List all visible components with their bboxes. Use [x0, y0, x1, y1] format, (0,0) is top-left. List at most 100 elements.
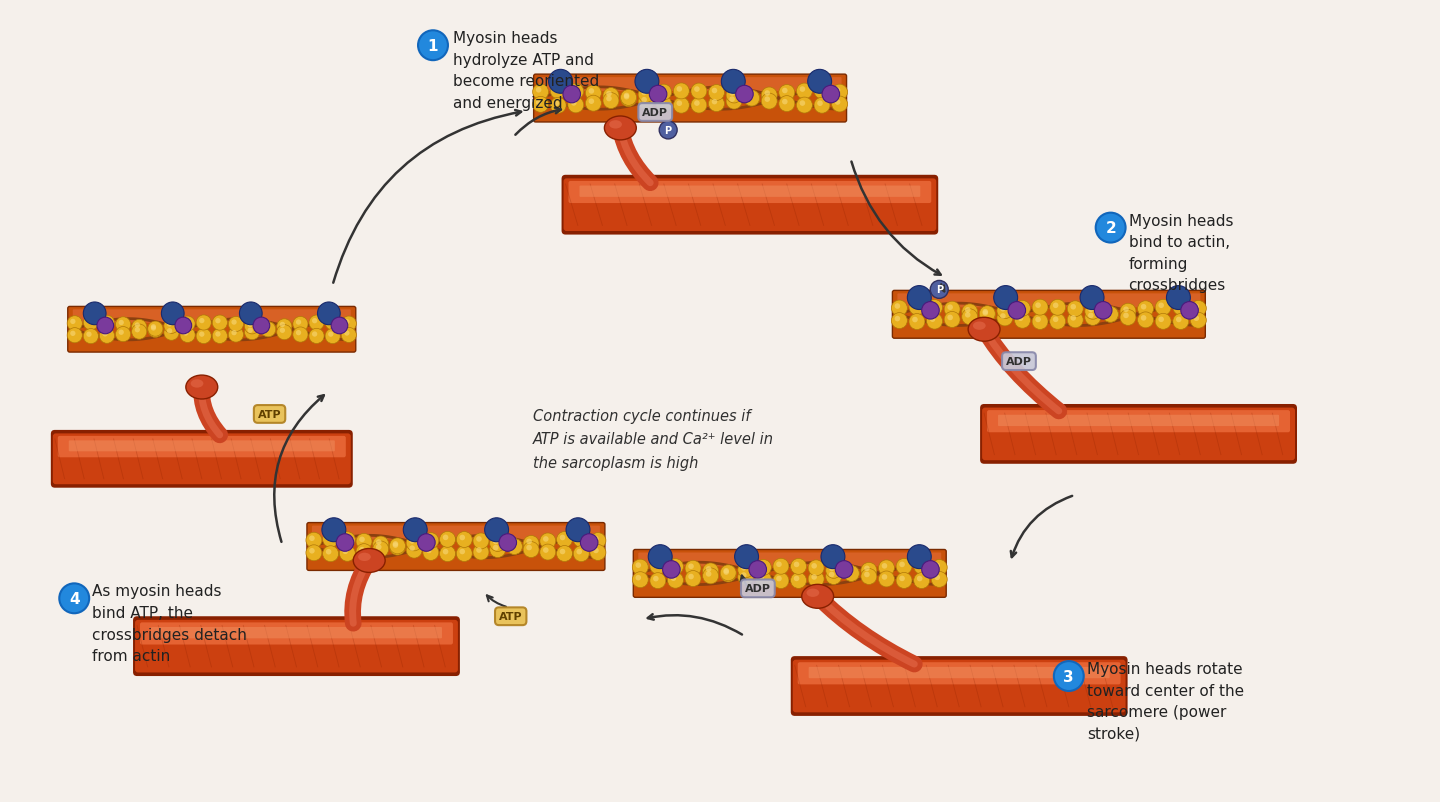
Circle shape	[310, 316, 324, 330]
FancyBboxPatch shape	[140, 622, 454, 645]
Circle shape	[403, 518, 428, 542]
Circle shape	[979, 308, 995, 323]
Circle shape	[229, 317, 243, 332]
FancyBboxPatch shape	[982, 408, 1295, 460]
Circle shape	[1176, 303, 1182, 309]
Circle shape	[808, 560, 824, 576]
Circle shape	[1070, 305, 1076, 310]
Circle shape	[935, 563, 940, 569]
Circle shape	[729, 91, 734, 97]
Circle shape	[586, 86, 602, 102]
Circle shape	[423, 533, 439, 549]
Circle shape	[779, 86, 795, 101]
Circle shape	[556, 532, 573, 548]
Circle shape	[878, 560, 894, 576]
Circle shape	[743, 91, 760, 107]
Circle shape	[829, 572, 835, 577]
Circle shape	[566, 518, 590, 542]
Circle shape	[811, 574, 816, 580]
Circle shape	[762, 94, 778, 110]
Text: Myosin heads
hydrolyze ATP and
become reoriented
and energized: Myosin heads hydrolyze ATP and become re…	[454, 31, 599, 111]
Circle shape	[68, 316, 82, 331]
Circle shape	[808, 71, 832, 94]
Circle shape	[1172, 300, 1189, 316]
Circle shape	[341, 317, 356, 332]
Circle shape	[199, 332, 204, 338]
Circle shape	[323, 532, 338, 548]
Circle shape	[1070, 316, 1076, 322]
Circle shape	[343, 535, 348, 541]
Text: ADP: ADP	[744, 584, 770, 593]
Circle shape	[341, 328, 356, 343]
Circle shape	[71, 319, 75, 325]
Circle shape	[406, 542, 422, 558]
Circle shape	[572, 101, 576, 107]
Circle shape	[965, 308, 971, 314]
Circle shape	[726, 88, 742, 103]
Circle shape	[926, 300, 943, 316]
Circle shape	[1181, 302, 1198, 320]
Circle shape	[328, 318, 334, 324]
Circle shape	[694, 87, 700, 93]
Circle shape	[736, 86, 753, 103]
FancyBboxPatch shape	[562, 176, 939, 235]
Circle shape	[310, 549, 315, 554]
Circle shape	[426, 548, 432, 553]
Circle shape	[216, 332, 220, 338]
Text: ATP: ATP	[498, 611, 523, 622]
Circle shape	[317, 302, 340, 326]
Circle shape	[1191, 301, 1207, 317]
Circle shape	[909, 314, 924, 330]
Circle shape	[907, 286, 932, 310]
Circle shape	[526, 545, 531, 551]
Circle shape	[356, 544, 372, 560]
Circle shape	[945, 312, 960, 328]
Text: Myosin heads
bind to actin,
forming
crossbridges: Myosin heads bind to actin, forming cros…	[1129, 213, 1233, 293]
Circle shape	[765, 91, 770, 97]
Circle shape	[543, 537, 549, 542]
Circle shape	[576, 535, 582, 541]
Circle shape	[641, 98, 647, 103]
Circle shape	[711, 88, 717, 94]
Circle shape	[560, 549, 566, 555]
FancyBboxPatch shape	[69, 441, 336, 452]
Circle shape	[691, 84, 707, 100]
Circle shape	[891, 314, 907, 329]
Circle shape	[472, 533, 490, 549]
Circle shape	[655, 97, 671, 113]
Circle shape	[799, 101, 805, 107]
Circle shape	[635, 563, 641, 568]
Circle shape	[649, 86, 667, 103]
Circle shape	[550, 98, 566, 114]
Text: 1: 1	[428, 38, 438, 54]
Circle shape	[1035, 303, 1041, 309]
Circle shape	[691, 98, 707, 114]
Circle shape	[232, 320, 236, 326]
Circle shape	[896, 573, 912, 589]
Circle shape	[1123, 314, 1129, 318]
Circle shape	[822, 86, 840, 103]
Circle shape	[540, 545, 556, 561]
Circle shape	[245, 325, 259, 340]
Circle shape	[909, 300, 924, 316]
Circle shape	[1089, 314, 1093, 318]
Circle shape	[312, 318, 317, 324]
FancyBboxPatch shape	[986, 411, 1290, 433]
Circle shape	[540, 533, 556, 549]
Circle shape	[102, 332, 108, 337]
FancyBboxPatch shape	[638, 553, 942, 567]
Circle shape	[1155, 314, 1171, 330]
Circle shape	[930, 317, 936, 322]
Circle shape	[343, 549, 348, 554]
Circle shape	[572, 87, 576, 93]
Circle shape	[393, 541, 399, 547]
Circle shape	[167, 329, 173, 334]
Circle shape	[791, 559, 806, 575]
Circle shape	[492, 539, 498, 545]
Circle shape	[409, 538, 415, 544]
Circle shape	[323, 518, 346, 542]
Circle shape	[922, 302, 939, 320]
Circle shape	[590, 545, 606, 561]
Circle shape	[118, 321, 124, 326]
Text: P: P	[665, 126, 671, 136]
